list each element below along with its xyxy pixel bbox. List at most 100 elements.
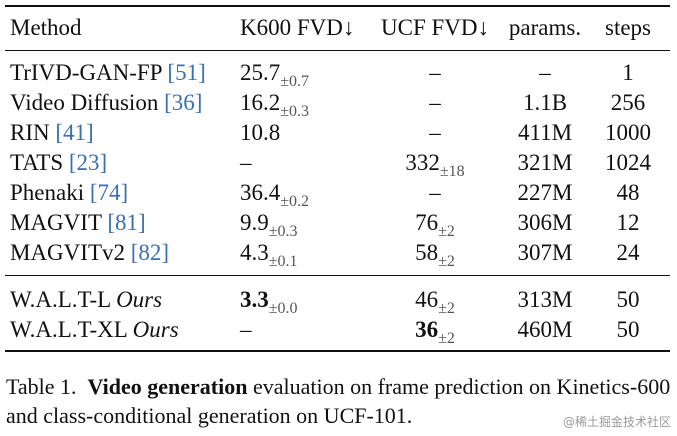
- method-name: TrIVD-GAN-FP: [10, 60, 168, 85]
- method-cell: Phenaki [74]: [10, 181, 128, 204]
- k600-fvd-std: ±0.0: [268, 300, 298, 317]
- k600-fvd-value: 36.4: [240, 180, 281, 205]
- steps-value: 1: [622, 60, 634, 85]
- ucf-fvd-std: ±2: [438, 223, 455, 240]
- ours-label: Ours: [116, 287, 163, 312]
- params-value: –: [539, 60, 551, 85]
- steps-value: 50: [616, 287, 640, 312]
- method-cell: TrIVD-GAN-FP [51]: [10, 61, 206, 84]
- ucf-fvd-value: 36: [415, 317, 439, 342]
- caption-bold: Video generation: [87, 374, 248, 399]
- ucf-fvd-value: 76: [415, 210, 439, 235]
- citation-link: [36]: [164, 90, 203, 115]
- k600-fvd-cell: 36.4±0.2: [240, 181, 309, 210]
- params-value: 227M: [517, 180, 573, 205]
- k600-fvd-cell: –: [240, 151, 252, 180]
- ucf-fvd-inner: 76±2: [415, 211, 455, 240]
- method-name: Phenaki: [10, 180, 90, 205]
- k600-fvd-std: ±0.7: [280, 73, 310, 90]
- method-cell: MAGVITv2 [82]: [10, 241, 169, 264]
- k600-fvd-value: 3.3: [240, 287, 269, 312]
- method-cell: RIN [41]: [10, 121, 94, 144]
- params-value: 411M: [517, 120, 573, 145]
- ucf-fvd-inner: –: [429, 61, 441, 90]
- k600-fvd-value: 10.8: [240, 120, 281, 145]
- steps-value: 1000: [605, 120, 651, 145]
- ucf-fvd-value: 58: [415, 240, 439, 265]
- k600-fvd-cell: 4.3±0.1: [240, 241, 298, 270]
- ucf-fvd-std: ±2: [438, 300, 455, 317]
- citation-link: [51]: [167, 60, 206, 85]
- citation-link: [82]: [130, 240, 170, 265]
- k600-fvd-cell: 9.9±0.3: [240, 211, 298, 240]
- k600-fvd-cell: 10.8: [240, 121, 280, 150]
- method-name: W.A.L.T-L: [10, 287, 117, 312]
- k600-fvd-std: ±0.1: [268, 253, 298, 270]
- ucf-fvd-value: –: [429, 180, 441, 205]
- method-name: W.A.L.T-XL: [10, 317, 133, 342]
- ucf-fvd-value: –: [429, 90, 441, 115]
- params-value: 460M: [517, 317, 573, 342]
- header-k600-fvd: K600 FVD↓: [240, 15, 355, 40]
- method-cell: Video Diffusion [36]: [10, 91, 202, 114]
- caption-text: evaluation on frame prediction on Kineti…: [6, 374, 671, 428]
- ucf-fvd-std: ±2: [438, 253, 455, 270]
- steps-value: 256: [610, 90, 646, 115]
- ucf-fvd-inner: 58±2: [415, 241, 455, 270]
- method-cell: MAGVIT [81]: [10, 211, 146, 234]
- params-value: 307M: [517, 240, 573, 265]
- ucf-fvd-inner: 46±2: [415, 288, 455, 317]
- k600-fvd-value: –: [240, 150, 252, 175]
- header-method: Method: [10, 15, 82, 40]
- k600-fvd-value: 9.9: [240, 210, 269, 235]
- table-bottom-rule: [5, 350, 670, 352]
- steps-value: 48: [616, 180, 640, 205]
- ucf-fvd-value: –: [429, 120, 441, 145]
- citation-link: [41]: [55, 120, 94, 145]
- k600-fvd-value: 4.3: [240, 240, 269, 265]
- ucf-fvd-std: ±2: [438, 330, 455, 347]
- k600-fvd-std: ±0.3: [268, 223, 298, 240]
- header-rule: [5, 50, 670, 51]
- ours-separator-rule: [5, 275, 670, 276]
- ucf-fvd-value: 46: [415, 287, 439, 312]
- method-cell: W.A.L.T-XL Ours: [10, 318, 179, 341]
- k600-fvd-cell: 3.3±0.0: [240, 288, 298, 317]
- table-caption: Table 1. Video generation evaluation on …: [6, 372, 671, 430]
- ucf-fvd-inner: 36±2: [415, 318, 455, 347]
- method-name: RIN: [10, 120, 56, 145]
- k600-fvd-value: –: [240, 317, 252, 342]
- ucf-fvd-std: ±18: [439, 163, 465, 180]
- k600-fvd-value: 25.7: [240, 60, 281, 85]
- ucf-fvd-inner: –: [429, 121, 441, 150]
- k600-fvd-std: ±0.2: [280, 193, 310, 210]
- params-value: 313M: [517, 287, 573, 312]
- steps-value: 50: [616, 317, 640, 342]
- header-steps: steps: [605, 15, 651, 40]
- method-cell: TATS [23]: [10, 151, 107, 174]
- k600-fvd-value: 16.2: [240, 90, 281, 115]
- k600-fvd-cell: 25.7±0.7: [240, 61, 309, 90]
- steps-value: 24: [616, 240, 640, 265]
- method-cell: W.A.L.T-L Ours: [10, 288, 162, 311]
- header-params: params.: [508, 15, 582, 40]
- k600-fvd-cell: 16.2±0.3: [240, 91, 309, 120]
- watermark: @稀土掘金技术社区: [562, 415, 671, 429]
- citation-link: [74]: [89, 180, 129, 205]
- citation-link: [81]: [107, 210, 146, 235]
- k600-fvd-std: ±0.3: [280, 103, 310, 120]
- params-value: 1.1B: [522, 90, 568, 115]
- ucf-fvd-inner: –: [429, 181, 441, 210]
- table-top-rule: [5, 5, 670, 7]
- method-name: MAGVIT: [10, 210, 108, 235]
- header-ucf-fvd: UCF FVD↓: [380, 15, 490, 40]
- steps-value: 12: [616, 210, 640, 235]
- ucf-fvd-inner: 332±18: [405, 151, 464, 180]
- ucf-fvd-inner: –: [429, 91, 441, 120]
- method-name: MAGVITv2: [10, 240, 131, 265]
- params-value: 321M: [517, 150, 573, 175]
- method-name: TATS: [10, 150, 69, 175]
- method-name: Video Diffusion: [10, 90, 165, 115]
- ours-label: Ours: [132, 317, 179, 342]
- caption-label: Table 1.: [6, 374, 77, 399]
